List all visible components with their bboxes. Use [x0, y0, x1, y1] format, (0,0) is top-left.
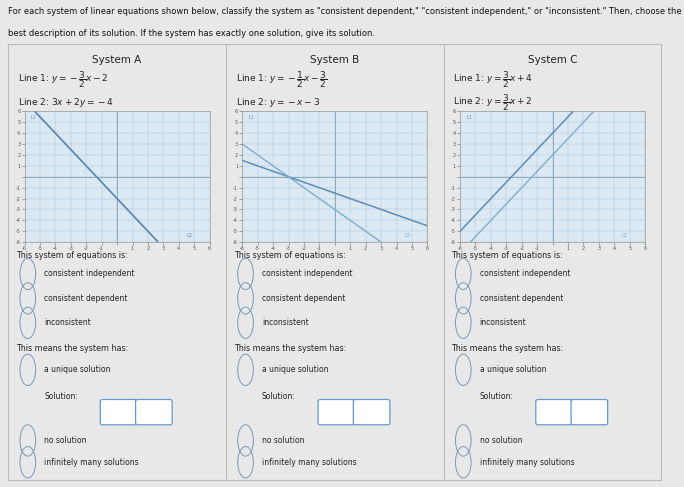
Text: L1: L1	[466, 115, 472, 120]
Text: Line 1: $y = -\dfrac{1}{2}x - \dfrac{3}{2}$: Line 1: $y = -\dfrac{1}{2}x - \dfrac{3}{…	[236, 69, 328, 90]
Text: This means the system has:: This means the system has:	[451, 344, 564, 354]
Text: L1: L1	[248, 115, 254, 120]
Text: consistent independent: consistent independent	[44, 269, 135, 279]
Text: infinitely many solutions: infinitely many solutions	[479, 458, 575, 467]
Text: L2: L2	[404, 233, 410, 238]
FancyBboxPatch shape	[354, 399, 390, 425]
Text: consistent independent: consistent independent	[262, 269, 352, 279]
Text: consistent independent: consistent independent	[479, 269, 570, 279]
Text: no solution: no solution	[479, 436, 522, 445]
Text: Line 2: $y = \dfrac{3}{2}x + 2$: Line 2: $y = \dfrac{3}{2}x + 2$	[453, 92, 533, 113]
FancyBboxPatch shape	[536, 399, 573, 425]
Text: consistent dependent: consistent dependent	[479, 294, 563, 303]
Text: infinitely many solutions: infinitely many solutions	[44, 458, 139, 467]
Text: best description of its solution. If the system has exactly one solution, give i: best description of its solution. If the…	[8, 29, 376, 37]
Text: consistent dependent: consistent dependent	[44, 294, 127, 303]
Text: inconsistent: inconsistent	[479, 318, 527, 327]
Text: L2: L2	[187, 233, 192, 238]
Text: a unique solution: a unique solution	[479, 365, 546, 375]
Text: This means the system has:: This means the system has:	[234, 344, 346, 354]
Text: Line 1: $y = \dfrac{3}{2}x + 4$: Line 1: $y = \dfrac{3}{2}x + 4$	[453, 69, 534, 90]
Text: Solution:: Solution:	[262, 393, 295, 401]
FancyBboxPatch shape	[318, 399, 354, 425]
Text: Line 1: $y = -\dfrac{3}{2}x - 2$: Line 1: $y = -\dfrac{3}{2}x - 2$	[18, 69, 109, 90]
Text: a unique solution: a unique solution	[44, 365, 111, 375]
Text: This system of equations is:: This system of equations is:	[234, 251, 345, 260]
Text: L2: L2	[622, 233, 628, 238]
FancyBboxPatch shape	[571, 399, 607, 425]
Text: Line 2: $3x + 2y = -4$: Line 2: $3x + 2y = -4$	[18, 96, 114, 109]
Text: System A: System A	[92, 55, 142, 65]
Text: consistent dependent: consistent dependent	[262, 294, 345, 303]
Text: This system of equations is:: This system of equations is:	[451, 251, 564, 260]
Text: inconsistent: inconsistent	[44, 318, 91, 327]
Text: This means the system has:: This means the system has:	[16, 344, 129, 354]
Text: For each system of linear equations shown below, classify the system as "consist: For each system of linear equations show…	[8, 7, 682, 16]
Text: This system of equations is:: This system of equations is:	[16, 251, 128, 260]
Text: System C: System C	[528, 55, 577, 65]
Text: inconsistent: inconsistent	[262, 318, 308, 327]
Text: no solution: no solution	[262, 436, 304, 445]
Text: no solution: no solution	[44, 436, 87, 445]
Text: Solution:: Solution:	[44, 393, 78, 401]
Text: a unique solution: a unique solution	[262, 365, 328, 375]
Text: infinitely many solutions: infinitely many solutions	[262, 458, 356, 467]
Text: Line 2: $y = -x - 3$: Line 2: $y = -x - 3$	[236, 96, 320, 109]
FancyBboxPatch shape	[135, 399, 172, 425]
Text: System B: System B	[310, 55, 360, 65]
Text: Solution:: Solution:	[479, 393, 514, 401]
Text: L1: L1	[31, 115, 36, 120]
FancyBboxPatch shape	[101, 399, 137, 425]
